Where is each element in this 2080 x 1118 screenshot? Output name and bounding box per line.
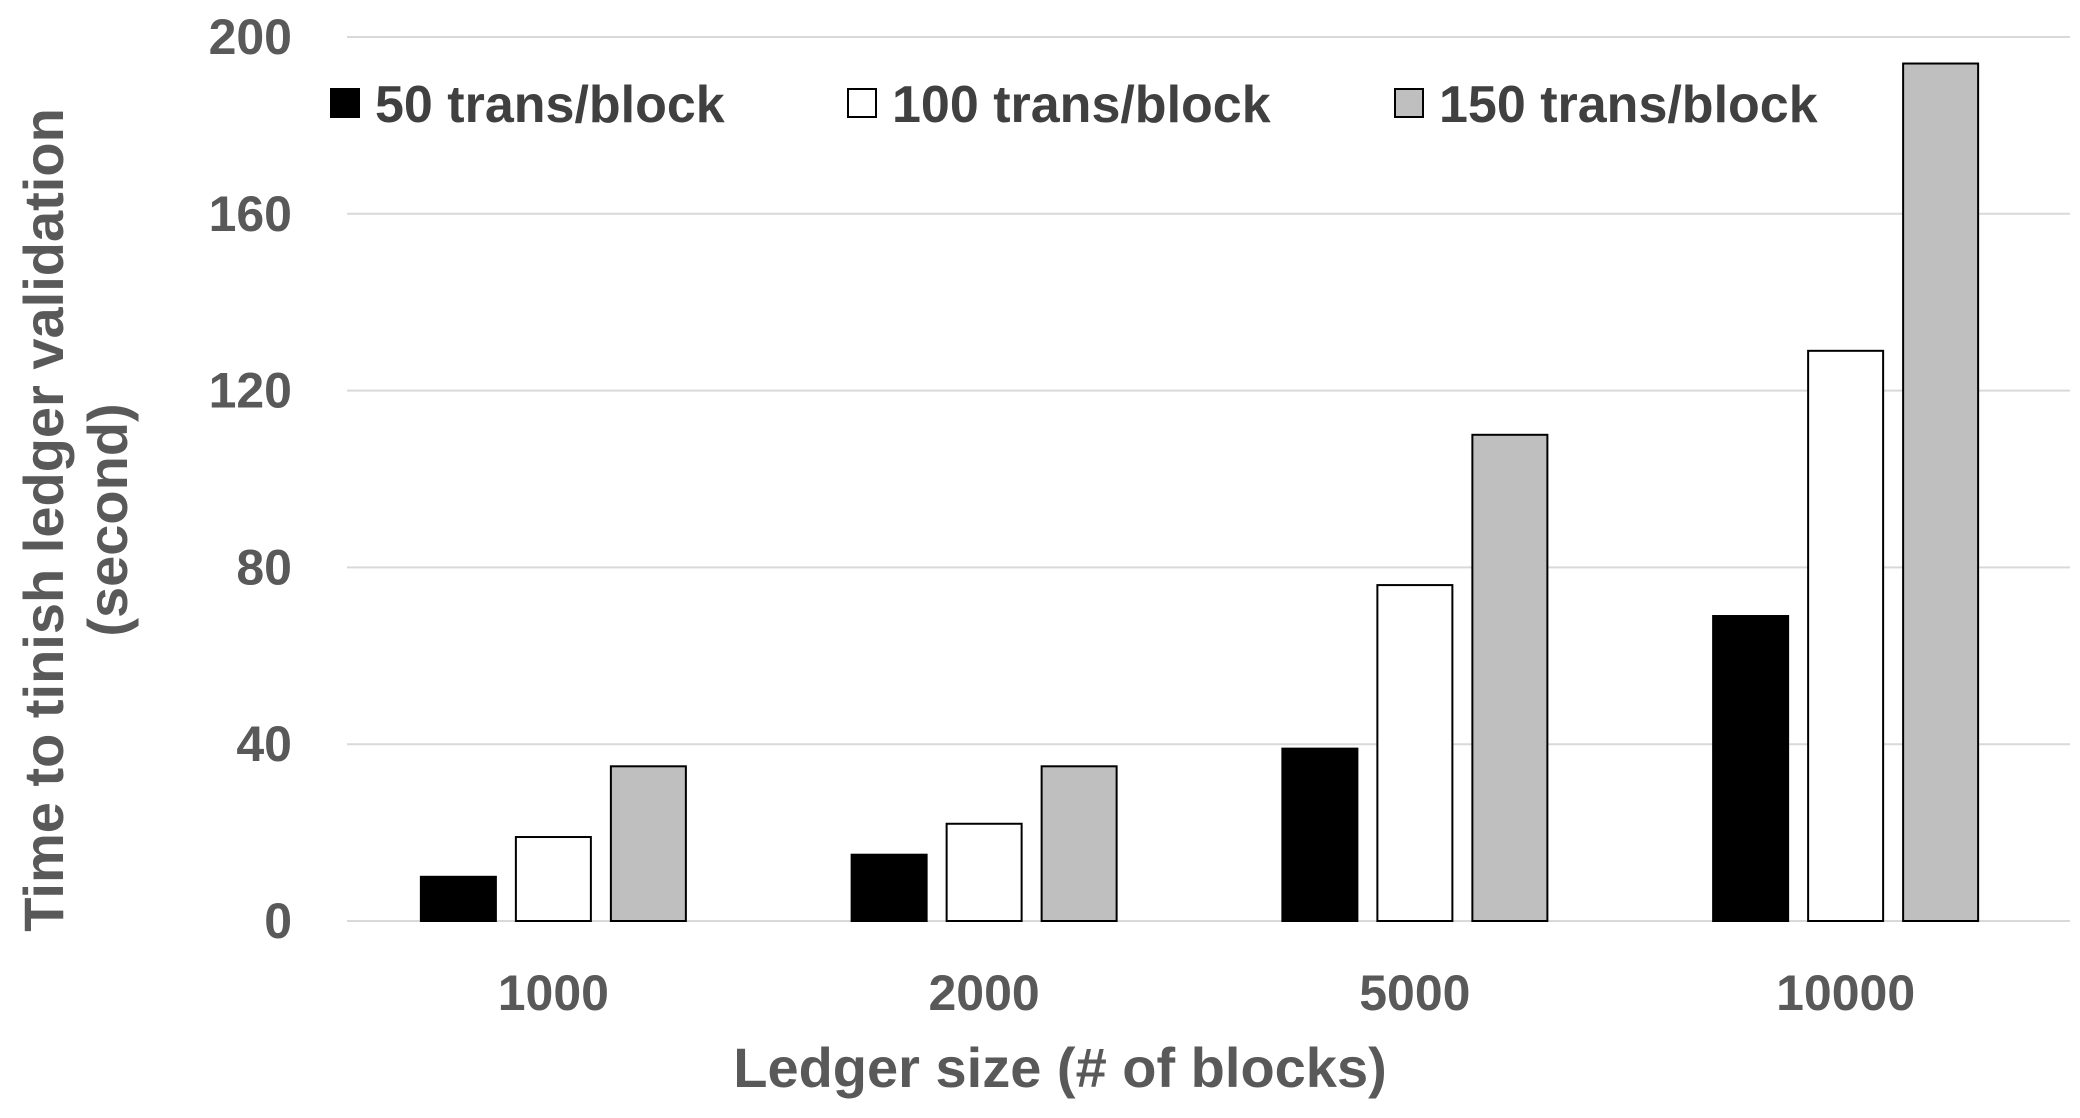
legend-label: 50 trans/block	[375, 76, 725, 134]
y-tick-label: 0	[264, 893, 292, 949]
bar	[1712, 615, 1790, 923]
y-tick-labels: 0 40 80 120 160 200	[209, 9, 292, 949]
legend-swatch	[847, 88, 877, 118]
x-tick-labels: 1000 2000 5000 10000	[498, 965, 1915, 1021]
legend-label: 100 trans/block	[892, 76, 1271, 134]
x-axis-title: Ledger size (# of blocks)	[733, 1036, 1387, 1099]
y-tick-label: 200	[209, 9, 292, 65]
legend-item: 100 trans/block	[847, 76, 1271, 134]
bars	[419, 62, 1980, 923]
y-axis-title: Time to tinish ledger validation (second…	[12, 108, 139, 932]
y-tick-label: 120	[209, 363, 292, 419]
y-axis-title-line-1: Time to tinish ledger validation	[12, 108, 75, 932]
bar	[1040, 765, 1118, 922]
x-tick-label: 1000	[498, 965, 609, 1021]
bar	[1807, 349, 1885, 922]
y-tick-label: 40	[236, 716, 292, 772]
bar	[419, 875, 497, 922]
legend-item: 150 trans/block	[1394, 76, 1818, 134]
bar	[1902, 62, 1980, 922]
bar	[1376, 584, 1454, 923]
legend-label: 150 trans/block	[1439, 76, 1818, 134]
y-tick-label: 160	[209, 186, 292, 242]
legend-item: 50 trans/block	[330, 76, 725, 134]
bar	[945, 822, 1023, 923]
bar	[850, 853, 928, 923]
bar	[609, 765, 687, 922]
bar	[1471, 433, 1549, 922]
y-tick-label: 80	[236, 539, 292, 595]
bar	[1281, 747, 1359, 922]
legend-swatch	[1394, 88, 1424, 118]
y-axis-title-line-2: (second)	[76, 403, 139, 636]
x-tick-label: 5000	[1359, 965, 1470, 1021]
x-tick-label: 10000	[1776, 965, 1915, 1021]
x-tick-label: 2000	[929, 965, 1040, 1021]
legend-swatch	[330, 88, 360, 118]
bar	[514, 836, 592, 923]
legend: 50 trans/block 100 trans/block 150 trans/b…	[330, 76, 1818, 134]
